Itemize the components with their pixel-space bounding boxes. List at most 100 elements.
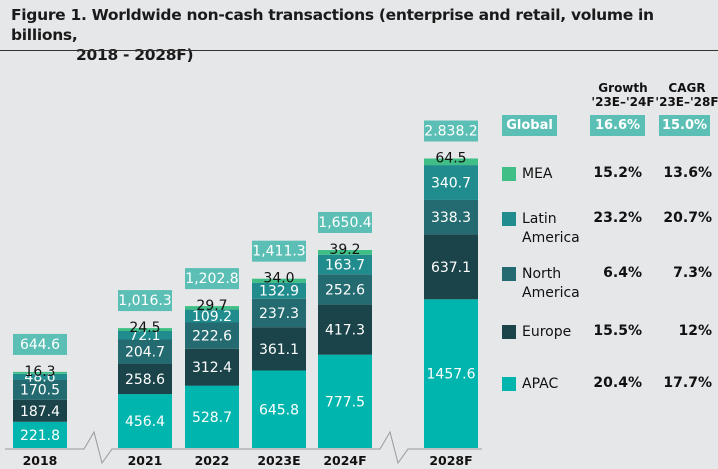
bar-segment-latin-america-2024F: [318, 254, 372, 275]
data-label-apac-2018: 221.8: [20, 428, 60, 444]
bar-segment-apac-2024F: [318, 354, 372, 448]
data-label-apac-2021: 456.4: [125, 414, 165, 430]
x-tick-label-2023E: 2023E: [257, 453, 300, 468]
bar-segment-mea-2022: [185, 306, 239, 310]
data-label-mea-2024F: 39.2: [329, 242, 360, 258]
data-label-latin-america-2021: 72.1: [129, 328, 160, 344]
cagr-value-europe: 12%: [678, 323, 712, 339]
bar-segment-europe-2022: [185, 348, 239, 386]
total-badge-2022: [185, 268, 239, 290]
bar-segment-north-america-2024F: [318, 274, 372, 305]
data-label-north-america-2024F: 252.6: [325, 283, 365, 299]
cagr-value-apac: 17.7%: [663, 375, 712, 391]
global-growth-badge: 16.6%: [590, 115, 645, 136]
total-label-2022: 1,202.8: [185, 271, 238, 287]
data-label-mea-2022: 29.7: [196, 298, 227, 314]
legend-swatch-latin-america: [502, 212, 516, 226]
growth-value-north-america: 6.4%: [603, 265, 642, 281]
data-label-latin-america-2024F: 163.7: [325, 258, 365, 274]
data-label-apac-2022: 528.7: [192, 410, 232, 426]
data-label-europe-2024F: 417.3: [325, 323, 365, 339]
total-label-2021: 1,016.3: [118, 293, 171, 309]
global-badge: Global: [502, 115, 557, 136]
total-label-2024F: 1,650.4: [318, 215, 372, 231]
data-label-mea-2018: 16.3: [24, 364, 55, 380]
bar-segment-north-america-2021: [118, 339, 172, 364]
legend-swatch-apac: [502, 377, 516, 391]
cagr-header-line2: '23E–'28F: [655, 95, 718, 109]
bar-segment-apac-2022: [185, 385, 239, 448]
data-label-europe-2023E: 361.1: [259, 342, 299, 358]
bar-segment-europe-2018: [13, 399, 67, 422]
cagr-value-north-america: 7.3%: [673, 265, 712, 281]
bar-segment-north-america-2028F: [424, 199, 478, 235]
data-label-mea-2023E: 34.0: [263, 271, 294, 287]
bar-segment-apac-2023E: [252, 370, 306, 448]
bar-segment-north-america-2023E: [252, 298, 306, 328]
data-label-apac-2023E: 645.8: [259, 402, 299, 418]
growth-header-line1: Growth: [598, 81, 648, 95]
cagr-value-mea: 13.6%: [663, 165, 712, 181]
bar-segment-europe-2024F: [318, 304, 372, 355]
bar-segment-apac-2028F: [424, 299, 478, 448]
data-label-north-america-2022: 222.6: [192, 329, 232, 345]
cagr-header: CAGR '23E–'28F: [654, 81, 718, 109]
total-badge-2024F: [318, 211, 372, 233]
bar-segment-latin-america-2021: [118, 331, 172, 340]
data-label-north-america-2018: 170.5: [20, 383, 60, 399]
total-label-2028F: 2.838.2: [424, 124, 477, 140]
bar-segment-latin-america-2028F: [424, 165, 478, 200]
legend-label-mea: MEA: [522, 166, 553, 182]
bar-segment-latin-america-2022: [185, 309, 239, 323]
total-badge-2028F: [424, 120, 478, 142]
bar-segment-latin-america-2018: [13, 373, 67, 380]
title-divider: [0, 50, 718, 51]
legend-label-latin-america: Latin America: [522, 211, 580, 246]
growth-header-line2: '23E–'24F: [591, 95, 655, 109]
data-label-europe-2018: 187.4: [20, 404, 60, 420]
legend-swatch-mea: [502, 167, 516, 181]
x-tick-label-2028F: 2028F: [429, 453, 472, 468]
bar-segment-apac-2018: [13, 421, 67, 448]
total-badge-2023E: [252, 240, 306, 262]
x-axis-line: [5, 430, 482, 465]
growth-value-mea: 15.2%: [593, 165, 642, 181]
bar-segment-apac-2021: [118, 394, 172, 448]
bar-segment-north-america-2022: [185, 322, 239, 349]
data-label-europe-2021: 258.6: [125, 372, 165, 388]
bar-segment-europe-2021: [118, 363, 172, 395]
legend-swatch-europe: [502, 325, 516, 339]
x-tick-label-2024F: 2024F: [323, 453, 366, 468]
growth-header: Growth '23E–'24F: [588, 81, 658, 109]
cagr-value-latin-america: 20.7%: [663, 210, 712, 226]
data-label-north-america-2023E: 237.3: [259, 306, 299, 322]
bar-segment-mea-2023E: [252, 278, 306, 283]
growth-value-europe: 15.5%: [593, 323, 642, 339]
data-label-europe-2022: 312.4: [192, 360, 232, 376]
x-tick-label-2018: 2018: [23, 453, 58, 468]
x-tick-label-2022: 2022: [195, 453, 230, 468]
legend-label-north-america: North America: [522, 266, 580, 301]
data-label-latin-america-2028F: 340.7: [431, 176, 471, 192]
chart-title-line1: Figure 1. Worldwide non-cash transaction…: [11, 6, 654, 44]
bar-segment-mea-2021: [118, 328, 172, 331]
total-label-2018: 644.6: [20, 337, 60, 353]
data-label-apac-2028F: 1457.6: [427, 367, 476, 383]
bar-segment-mea-2028F: [424, 158, 478, 166]
data-label-north-america-2028F: 338.3: [431, 210, 471, 226]
data-label-latin-america-2022: 109.2: [192, 309, 232, 325]
legend-label-europe: Europe: [522, 324, 572, 340]
total-label-2023E: 1,411.3: [252, 244, 305, 260]
total-badge-2021: [118, 290, 172, 312]
bar-segment-europe-2028F: [424, 234, 478, 300]
bar-segment-europe-2023E: [252, 327, 306, 371]
bar-segment-mea-2018: [13, 371, 67, 374]
growth-value-apac: 20.4%: [593, 375, 642, 391]
bar-segment-north-america-2018: [13, 379, 67, 400]
data-label-mea-2021: 24.5: [129, 320, 160, 336]
data-label-europe-2028F: 637.1: [431, 260, 471, 276]
bar-segment-mea-2024F: [318, 250, 372, 255]
global-cagr-badge: 15.0%: [659, 115, 710, 136]
data-label-apac-2024F: 777.5: [325, 394, 365, 410]
